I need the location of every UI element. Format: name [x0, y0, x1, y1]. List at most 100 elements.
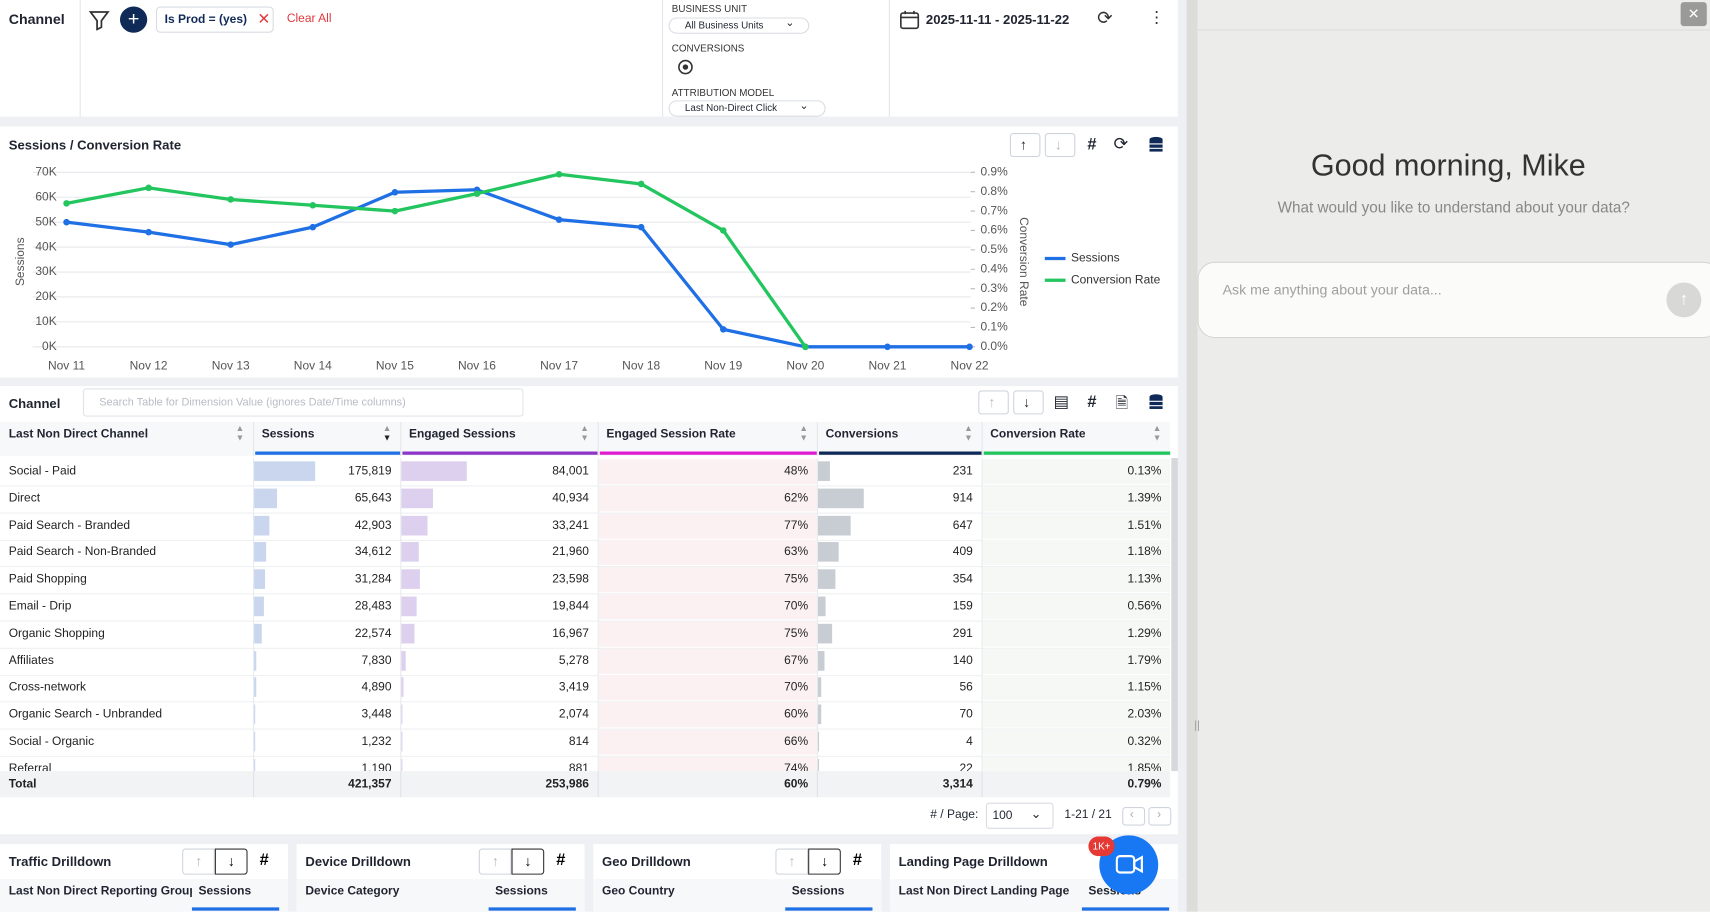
- cell: 67%: [784, 653, 809, 668]
- filter-icon[interactable]: [88, 9, 110, 31]
- cell-divider: [253, 755, 255, 772]
- column-divider: [597, 422, 599, 456]
- cell-divider: [253, 701, 255, 729]
- resizer-grip[interactable]: ||: [1194, 719, 1200, 732]
- columns-icon[interactable]: ▤: [1053, 392, 1069, 412]
- cell-heat: [598, 621, 817, 647]
- table-row[interactable]: Social - Paid 175,819 84,001 48% 231 0.13%: [0, 458, 1171, 487]
- y-tick-label: 10K: [35, 314, 56, 328]
- divider: [1197, 29, 1710, 31]
- column-underline: [1081, 907, 1170, 911]
- database-icon[interactable]: [1148, 394, 1163, 411]
- page-size-select[interactable]: 100 ⌄: [985, 802, 1054, 829]
- x-tick-label: Nov 20: [786, 359, 824, 373]
- sort-down[interactable]: ↓: [214, 848, 248, 875]
- y2-tick-label: 0.9%: [980, 164, 1008, 178]
- cell-heat: [982, 648, 1171, 674]
- number-format[interactable]: #: [1087, 392, 1097, 412]
- search-input[interactable]: Search Table for Dimension Value (ignore…: [82, 388, 524, 417]
- y2-tick-label: 0.7%: [980, 203, 1008, 217]
- sort-down[interactable]: ↓: [808, 848, 841, 875]
- panel-resizer[interactable]: [1186, 0, 1198, 912]
- filter-chip[interactable]: Is Prod = (yes) ✕: [155, 6, 274, 33]
- date-range[interactable]: 2025-11-11 - 2025-11-22: [925, 11, 1070, 28]
- number-format[interactable]: #: [1087, 135, 1097, 154]
- sort-down[interactable]: ↓: [1013, 390, 1044, 415]
- business-unit-select[interactable]: All Business Units ⌄: [668, 17, 810, 34]
- sort-icon: ▲: [1152, 423, 1162, 433]
- sort-up[interactable]: ↑: [978, 390, 1009, 415]
- cell: 84,001: [552, 464, 589, 478]
- chevron: ⌄: [785, 17, 795, 30]
- csv-export[interactable]: 🗎: [1115, 393, 1128, 412]
- cell: Paid Shopping: [8, 572, 87, 586]
- chat-input[interactable]: Ask me anything about your data... ↑: [1197, 261, 1710, 339]
- table-row[interactable]: Direct 65,643 40,934 62% 914 1.39%: [0, 485, 1171, 514]
- cell-bar: [254, 623, 262, 644]
- close-panel[interactable]: ✕: [1680, 2, 1707, 27]
- divider: [888, 0, 890, 117]
- prev-page[interactable]: ‹: [1122, 807, 1146, 826]
- cell: 22,574: [354, 626, 392, 640]
- send-button[interactable]: ↑: [1666, 282, 1702, 318]
- column-header[interactable]: Engaged Session Rate: [606, 427, 736, 441]
- column-header[interactable]: Last Non Direct Channel: [8, 427, 149, 441]
- table-row[interactable]: Organic Shopping 22,574 16,967 75% 291 1.29%: [0, 620, 1171, 649]
- cell: 70%: [784, 599, 809, 613]
- drilldown-card: Geo Drilldown ↑ ↓ # Geo Country Sessions: [593, 844, 882, 912]
- column-header[interactable]: Conversions: [825, 427, 899, 441]
- video-button[interactable]: [1099, 835, 1159, 895]
- data-point: [637, 180, 645, 188]
- conversions-icon[interactable]: [677, 59, 693, 75]
- refresh-chart[interactable]: ⟳: [1113, 135, 1129, 154]
- table-row[interactable]: Paid Shopping 31,284 23,598 75% 354 1.13%: [0, 566, 1171, 595]
- number-format[interactable]: #: [259, 850, 269, 870]
- table-row[interactable]: Paid Search - Branded 42,903 33,241 77% 647 1…: [0, 512, 1171, 541]
- more-menu[interactable]: ⋮: [1148, 8, 1165, 28]
- table-row[interactable]: Email - Drip 28,483 19,844 70% 159 0.56%: [0, 593, 1171, 622]
- table-row[interactable]: Organic Search - Unbranded 3,448 2,074 60% 7…: [0, 701, 1171, 730]
- sort-icon: ▼: [235, 432, 245, 443]
- cell: 1.51%: [1127, 518, 1162, 532]
- cell: 31,284: [354, 572, 392, 586]
- drilldown-dimension: Last Non Direct Landing Page: [898, 884, 1070, 898]
- table-row[interactable]: Referral 1,190 881 74% 22 1.85%: [0, 755, 1171, 772]
- sort-up[interactable]: ↑: [478, 848, 512, 875]
- data-point: [63, 218, 70, 226]
- add-filter-button[interactable]: +: [119, 6, 148, 33]
- cell-heat: [982, 459, 1171, 485]
- table-row[interactable]: Social - Organic 1,232 814 66% 4 0.32%: [0, 728, 1171, 757]
- calendar-icon[interactable]: [899, 9, 921, 31]
- cell: 5,278: [558, 653, 589, 668]
- next-page[interactable]: ›: [1148, 807, 1172, 826]
- sort-up[interactable]: ↑: [182, 848, 215, 875]
- column-header[interactable]: Conversion Rate: [990, 427, 1086, 441]
- drilldown-header: [296, 879, 585, 912]
- table-row[interactable]: Paid Search - Non-Branded 34,612 21,960 63%…: [0, 539, 1171, 568]
- cell-divider: [981, 755, 983, 772]
- page-size: 100: [992, 809, 1013, 823]
- drilldown-header: [593, 879, 882, 912]
- number-format[interactable]: #: [852, 850, 862, 870]
- number-format[interactable]: #: [556, 850, 566, 870]
- cell-divider: [253, 566, 255, 594]
- clear-all[interactable]: Clear All: [286, 11, 332, 26]
- sort-down[interactable]: ↓: [511, 848, 545, 875]
- table-row[interactable]: Affiliates 7,830 5,278 67% 140 1.79%: [0, 647, 1171, 676]
- cell-bar: [401, 704, 403, 725]
- database-icon[interactable]: [1148, 136, 1163, 153]
- cell-divider: [816, 539, 818, 567]
- x-tick-label: Nov 15: [376, 359, 414, 373]
- remove-filter[interactable]: ✕: [257, 9, 271, 28]
- table-row[interactable]: Cross-network 4,890 3,419 70% 56 1.15%: [0, 674, 1171, 703]
- sort-up[interactable]: ↑: [775, 848, 809, 875]
- attribution-select[interactable]: Last Non-Direct Click ⌄: [668, 100, 826, 117]
- column-header[interactable]: Engaged Sessions: [408, 427, 516, 441]
- sort-down[interactable]: ↓: [1044, 133, 1076, 158]
- scrollbar[interactable]: [1171, 458, 1178, 772]
- cell-divider: [400, 647, 402, 675]
- column-header[interactable]: Sessions: [261, 427, 315, 441]
- sort-up[interactable]: ↑: [1009, 133, 1041, 158]
- data-point: [309, 223, 317, 231]
- refresh-icon[interactable]: ⟳: [1097, 7, 1113, 29]
